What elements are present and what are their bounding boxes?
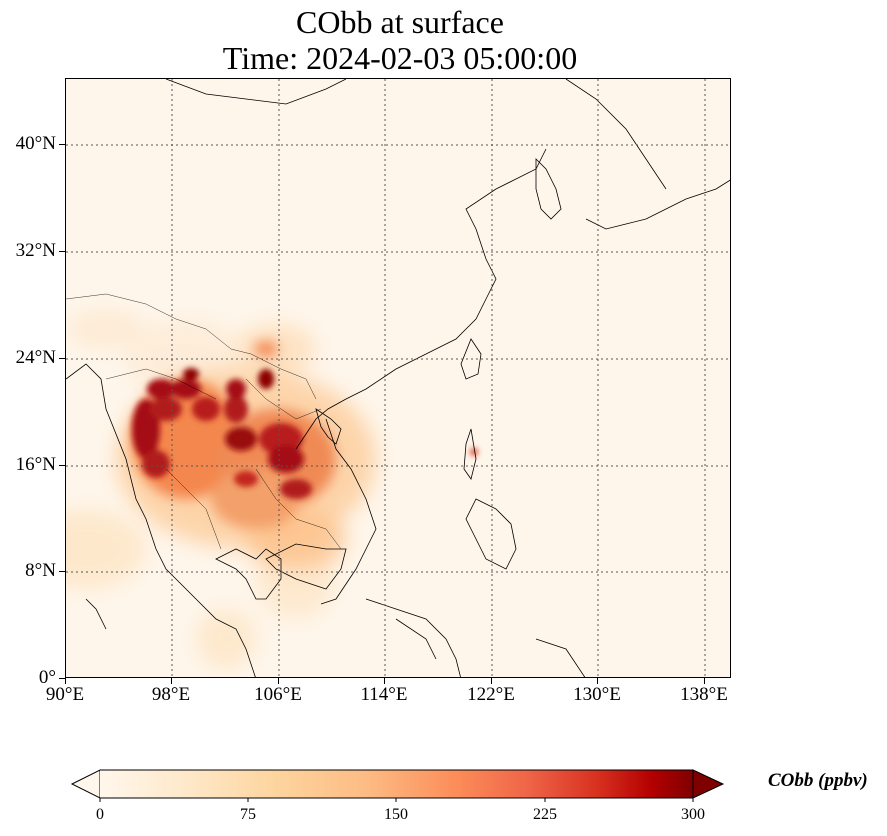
colorbar-tick-label: 225 [533, 806, 557, 823]
map-canvas [66, 79, 730, 677]
lat-tick-mark [59, 251, 65, 252]
colorbar-gradient [100, 770, 693, 798]
lat-tick-mark [59, 144, 65, 145]
lon-tick-mark [491, 678, 492, 684]
lon-tick-label: 138°E [680, 684, 728, 705]
lon-tick-label: 90°E [45, 684, 85, 705]
colorbar-tick-label: 0 [96, 806, 104, 823]
colorbar-label: CObb (ppbv) [768, 770, 868, 791]
colorbar-tick-label: 150 [384, 806, 408, 823]
lon-tick-mark [597, 678, 598, 684]
lon-tick-mark [65, 678, 66, 684]
gridlines [66, 79, 730, 677]
lat-tick-label: 24°N [15, 347, 56, 368]
lat-tick-label: 8°N [25, 560, 56, 581]
background-haze [66, 309, 336, 669]
lat-tick-mark [59, 465, 65, 466]
colorbar-tick-label: 300 [681, 806, 705, 823]
lat-tick-label: 0° [38, 667, 56, 688]
lat-tick-mark [59, 571, 65, 572]
colorbar-tick-label: 75 [240, 806, 256, 823]
lat-tick-mark [59, 678, 65, 679]
lon-tick-mark [704, 678, 705, 684]
colorbar-extend-max [692, 769, 725, 799]
lon-tick-label: 98°E [151, 684, 191, 705]
lon-tick-label: 122°E [467, 684, 515, 705]
lat-tick-mark [59, 358, 65, 359]
lon-tick-label: 130°E [573, 684, 621, 705]
lat-tick-label: 40°N [15, 133, 56, 154]
lon-tick-mark [171, 678, 172, 684]
colorbar-extend-min [70, 769, 101, 799]
lon-tick-label: 106°E [254, 684, 302, 705]
colorbar [70, 769, 725, 802]
lon-tick-mark [384, 678, 385, 684]
country-borders [66, 293, 342, 550]
lat-tick-label: 32°N [15, 240, 56, 261]
map-title: CObb at surface [296, 4, 504, 40]
lat-tick-label: 16°N [15, 454, 56, 475]
map-subtitle-time: Time: 2024-02-03 05:00:00 [222, 40, 578, 76]
map-panel [65, 78, 731, 678]
lon-tick-label: 114°E [360, 684, 408, 705]
lon-tick-mark [278, 678, 279, 684]
